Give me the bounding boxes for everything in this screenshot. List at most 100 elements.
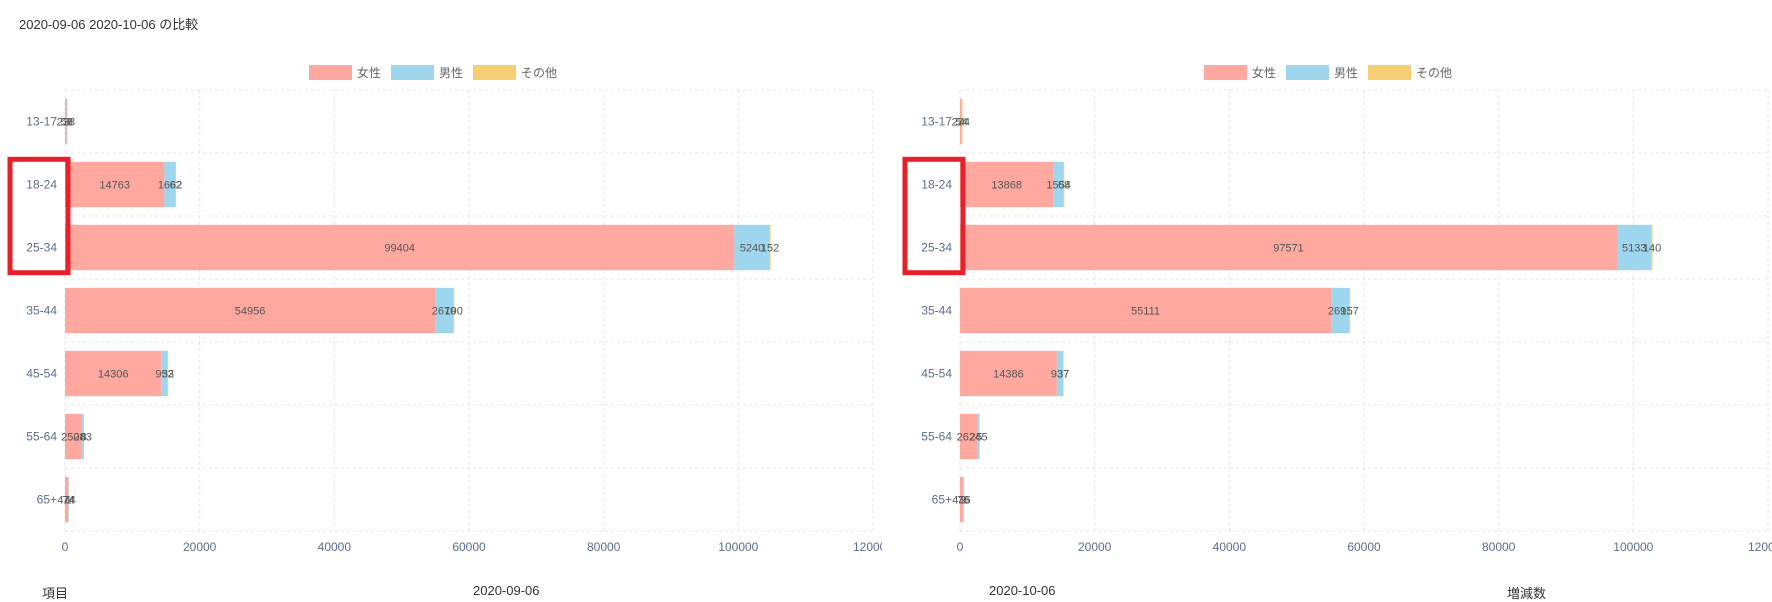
category-tick-label: 65+ xyxy=(932,493,952,507)
legend-swatch[interactable] xyxy=(1368,65,1411,80)
bar-segment[interactable] xyxy=(68,476,69,523)
data-label: 937 xyxy=(1051,369,1069,381)
x-tick-label: 80000 xyxy=(587,540,621,554)
category-tick-label: 65+ xyxy=(37,493,57,507)
data-label: 1554 xyxy=(1046,180,1070,192)
bar-segment[interactable] xyxy=(1056,350,1064,397)
bar-segment[interactable] xyxy=(979,413,980,460)
bar-segment[interactable] xyxy=(960,476,963,523)
data-label: 54 xyxy=(956,117,968,129)
bar-segment[interactable] xyxy=(963,476,964,523)
bar-segment[interactable] xyxy=(65,287,436,334)
legend-label[interactable]: 女性 xyxy=(1252,65,1276,80)
bar-segment[interactable] xyxy=(65,224,735,271)
legend-label[interactable]: その他 xyxy=(1416,66,1452,80)
highlight-box xyxy=(7,156,71,276)
bar-segment[interactable] xyxy=(1616,224,1652,271)
bar-segment[interactable] xyxy=(960,161,1054,208)
bar-segment[interactable] xyxy=(1331,287,1350,334)
legend[interactable]: 女性 男性 その他 xyxy=(309,65,557,80)
bar-segment[interactable] xyxy=(960,287,1332,334)
category-tick-label: 35-44 xyxy=(921,304,952,318)
bar-segment[interactable] xyxy=(960,413,978,460)
x-tick-label: 40000 xyxy=(318,540,352,554)
data-label: 76 xyxy=(957,495,969,507)
legend-label[interactable]: 男性 xyxy=(439,66,463,80)
legend-label[interactable]: 女性 xyxy=(357,65,381,80)
bar-segment[interactable] xyxy=(734,224,770,271)
data-label: 1662 xyxy=(158,180,182,192)
data-label: 952 xyxy=(155,369,173,381)
x-tick-label: 100000 xyxy=(718,540,758,554)
legend-swatch[interactable] xyxy=(391,65,434,80)
bar-segment[interactable] xyxy=(65,161,165,208)
bar-segment[interactable] xyxy=(68,476,70,523)
data-label: 234 xyxy=(952,117,970,129)
bar-segment[interactable] xyxy=(1349,287,1351,334)
x-tick-label: 60000 xyxy=(452,540,486,554)
grid-lines xyxy=(64,89,874,532)
category-tick-label: 45-54 xyxy=(921,367,952,381)
data-label: 152 xyxy=(761,243,779,255)
bar-segment[interactable] xyxy=(1651,224,1653,271)
bar-segment[interactable] xyxy=(960,98,962,145)
legend-swatch[interactable] xyxy=(473,65,516,80)
highlight-box xyxy=(902,156,966,276)
bar-segment[interactable] xyxy=(961,98,963,145)
bar-segment[interactable] xyxy=(66,98,68,145)
bar-segment[interactable] xyxy=(167,350,169,397)
bar-segment[interactable] xyxy=(83,413,85,460)
bar-segment[interactable] xyxy=(175,161,177,208)
data-label: 14306 xyxy=(98,369,129,381)
data-label: 99404 xyxy=(384,243,415,255)
data-label: 13868 xyxy=(991,180,1022,192)
bar-segment[interactable] xyxy=(65,350,162,397)
data-label: 74 xyxy=(62,495,74,507)
bar-segment[interactable] xyxy=(769,224,771,271)
bar-segment[interactable] xyxy=(164,161,176,208)
data-label: 4 xyxy=(959,117,965,129)
bar-segment[interactable] xyxy=(960,350,1057,397)
bar-segment[interactable] xyxy=(453,287,455,334)
bar-segment[interactable] xyxy=(66,98,68,145)
x-tick-label: 80000 xyxy=(1482,540,1516,554)
legend[interactable]: 女性 男性 その他 xyxy=(1204,65,1452,80)
grid-lines xyxy=(959,89,1769,532)
bar-segment[interactable] xyxy=(65,413,82,460)
bar-segment[interactable] xyxy=(65,476,69,523)
bar-segment[interactable] xyxy=(1063,161,1065,208)
table-header-col2: 2020-10-06 xyxy=(989,583,1056,598)
legend-label[interactable]: 男性 xyxy=(1334,66,1358,80)
bar-segment[interactable] xyxy=(962,476,964,523)
legend-swatch[interactable] xyxy=(309,65,352,80)
data-label: 2624 xyxy=(957,432,981,444)
bar-segment[interactable] xyxy=(977,413,980,460)
bar-segment[interactable] xyxy=(65,98,67,145)
data-label: 97571 xyxy=(1273,243,1304,255)
bar-segment[interactable] xyxy=(960,224,1617,271)
category-tick-label: 45-54 xyxy=(26,367,57,381)
bar-segment[interactable] xyxy=(961,98,963,145)
bar-segment[interactable] xyxy=(81,413,84,460)
bar-segment[interactable] xyxy=(1053,161,1064,208)
data-label: 436 xyxy=(952,495,970,507)
data-label: 190 xyxy=(444,306,462,318)
legend-swatch[interactable] xyxy=(1286,65,1329,80)
data-label: 14763 xyxy=(99,180,130,192)
category-tick-label: 25-34 xyxy=(921,241,952,255)
x-tick-label: 120000 xyxy=(853,540,882,554)
x-tick-label: 20000 xyxy=(183,540,217,554)
bar-segment[interactable] xyxy=(161,350,168,397)
data-label: 2508 xyxy=(61,432,85,444)
x-axis: 0 20000 40000 60000 80000 100000 120000 xyxy=(957,540,1772,554)
legend-label[interactable]: その他 xyxy=(521,66,557,80)
x-tick-label: 120000 xyxy=(1748,540,1772,554)
data-label: 37 xyxy=(1057,369,1069,381)
category-tick-label: 55-64 xyxy=(26,430,57,444)
bar-segment[interactable] xyxy=(1063,350,1064,397)
bar-segment[interactable] xyxy=(435,287,454,334)
legend-swatch[interactable] xyxy=(1204,65,1247,80)
